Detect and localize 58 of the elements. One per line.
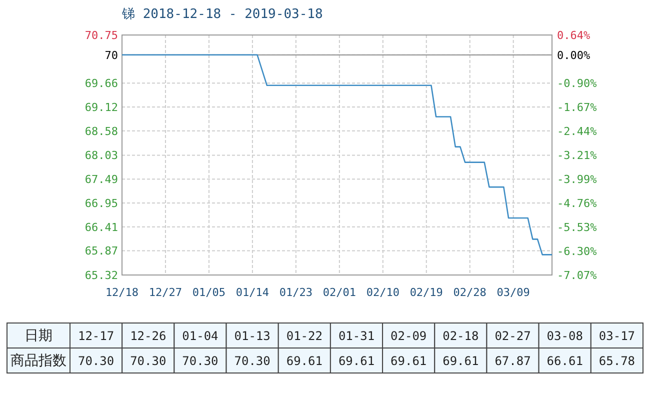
- y2-tick-label: 0.00%: [557, 48, 590, 62]
- category-label: 01-13: [234, 329, 270, 343]
- y2-tick-label: -3.21%: [557, 148, 598, 162]
- y-tick-label: 66.95: [84, 196, 118, 210]
- y2-tick-label: -0.90%: [557, 76, 598, 90]
- text: 70.30: [130, 354, 166, 368]
- y-tick-label: 68.58: [84, 124, 118, 138]
- category-label: 12-26: [130, 329, 166, 343]
- category-label: 03-08: [546, 329, 583, 343]
- x-tick-label: 02/01: [322, 286, 356, 299]
- x-tick-label: 03/09: [496, 286, 530, 299]
- category-label: 12-17: [78, 329, 114, 343]
- x-tick-label: 02/19: [410, 286, 443, 299]
- category-label: 03-17: [598, 329, 636, 343]
- line-series: [121, 54, 553, 256]
- x-tick-label: 01/23: [279, 286, 312, 299]
- y-tick-label: 69.12: [84, 101, 118, 114]
- x-tick-label: 01/14: [236, 286, 270, 299]
- text: 69.61: [286, 354, 322, 368]
- y2-tick-label: -2.44%: [557, 124, 598, 138]
- x-tick-label: 12/18: [105, 286, 139, 299]
- category-label: 01-31: [338, 329, 375, 343]
- y-tick-label: 65.32: [84, 269, 118, 282]
- y2-tick-label: 0.64%: [557, 29, 590, 42]
- y2-tick-label: -6.30%: [557, 245, 598, 258]
- category-label: 01-04: [182, 329, 218, 343]
- y2-tick-label: -3.99%: [557, 173, 598, 186]
- x-tick-label: 02/28: [453, 286, 486, 299]
- text: 69.61: [338, 354, 375, 368]
- category-label: 01-22: [286, 329, 322, 343]
- y-tick-label: 68.03: [84, 149, 118, 162]
- y2-tick-label: -5.53%: [557, 221, 598, 234]
- text: 商品指数: [10, 353, 66, 369]
- y2-tick-label: -4.76%: [557, 197, 598, 210]
- category-label: 02-27: [494, 329, 531, 343]
- chart-title: 锑 2018-12-18 - 2019-03-18: [121, 7, 323, 22]
- y-tick-label: 69.66: [84, 77, 118, 90]
- y-tick-label: 70: [104, 48, 118, 62]
- category-label: 02-18: [442, 329, 479, 343]
- text: 70.30: [182, 354, 218, 368]
- text: 66.61: [546, 354, 583, 368]
- text: 70.30: [234, 354, 270, 368]
- x-tick-label: 02/10: [366, 286, 400, 299]
- y2-tick-label: -7.07%: [557, 269, 598, 282]
- text: 69.61: [442, 354, 479, 368]
- y-tick-label: 70.75: [84, 29, 118, 42]
- x-tick-label: 12/27: [148, 286, 182, 299]
- y-tick-label: 66.41: [84, 220, 118, 234]
- x-tick-label: 01/05: [192, 286, 226, 299]
- text: 65.78: [598, 354, 636, 368]
- text: 67.87: [494, 354, 531, 368]
- text: 69.61: [390, 354, 427, 368]
- y-tick-label: 67.49: [84, 173, 118, 186]
- y2-tick-label: -1.67%: [557, 100, 598, 114]
- category-label: 02-09: [390, 329, 427, 343]
- text: 70.30: [78, 354, 114, 368]
- text: 日期: [24, 328, 52, 344]
- y-tick-label: 65.87: [84, 244, 118, 258]
